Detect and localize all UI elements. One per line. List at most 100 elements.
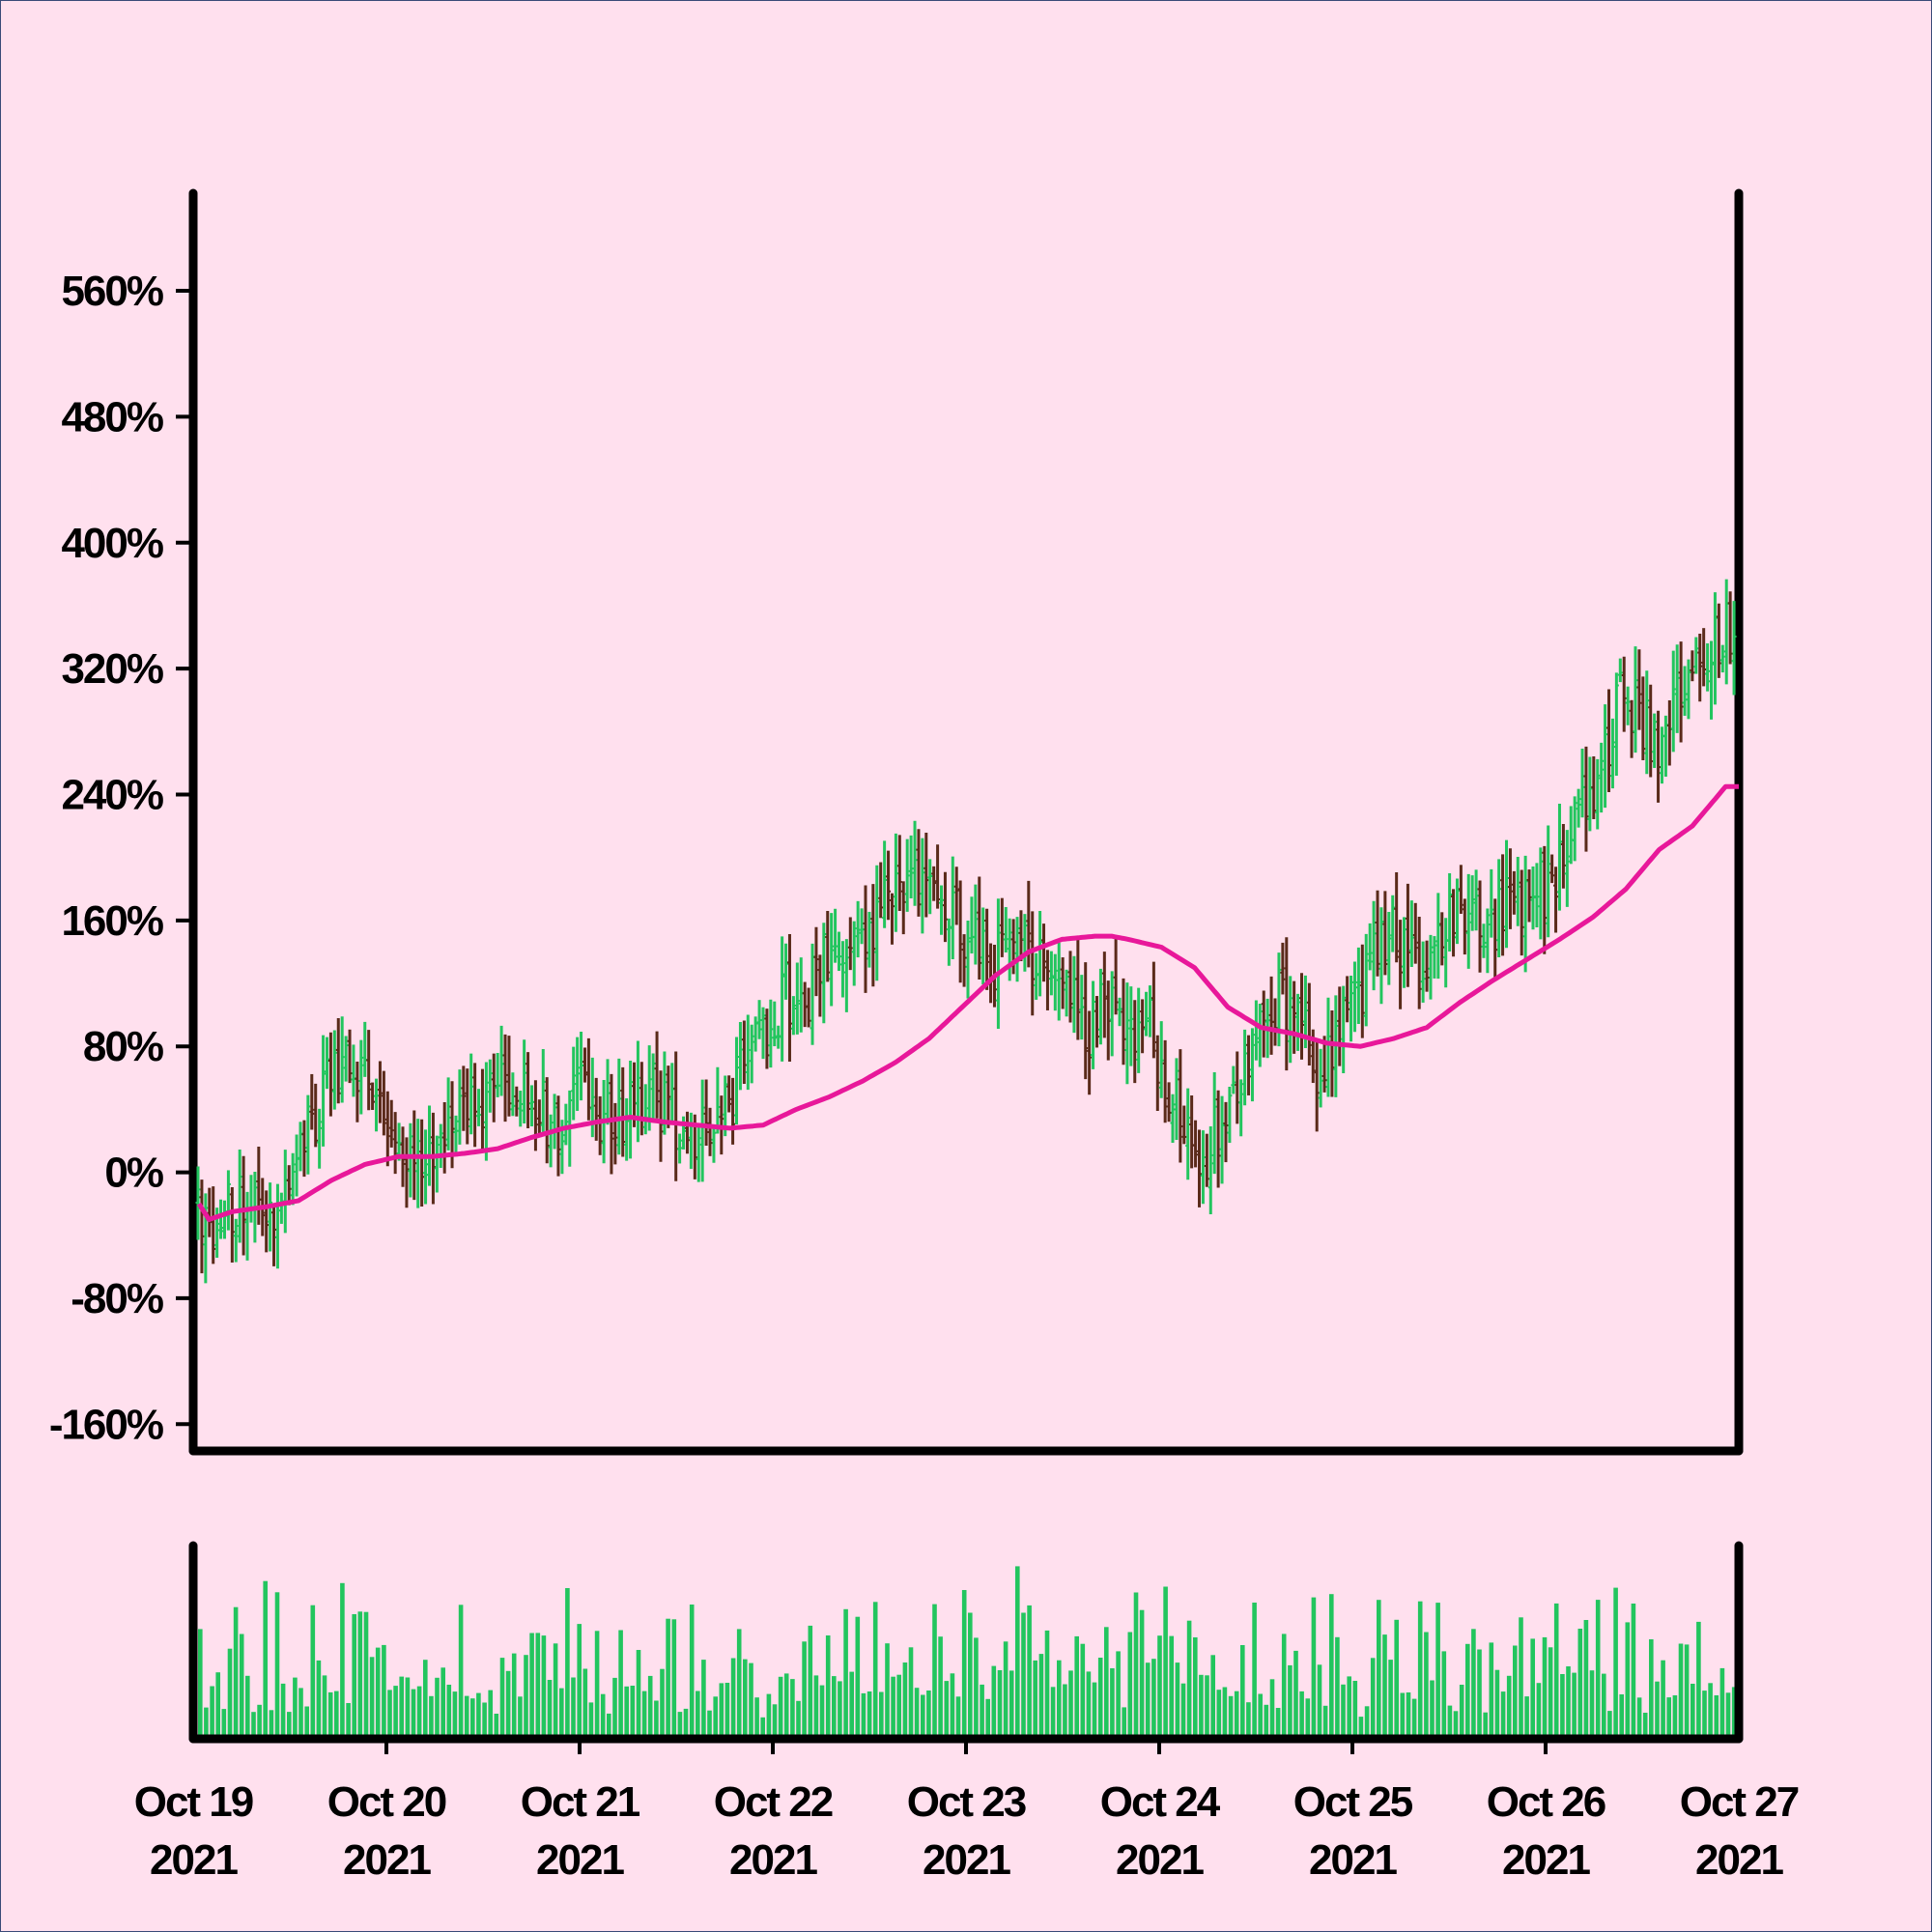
ohlc-bar <box>794 962 800 1035</box>
ohlc-bar <box>837 931 842 972</box>
ohlc-bar <box>1394 871 1400 963</box>
y-tick-label: 400% <box>61 520 162 567</box>
volume-bar <box>1110 1668 1115 1739</box>
ohlc-bar <box>510 1072 516 1117</box>
ohlc-bar <box>1515 856 1520 926</box>
ohlc-bar <box>1306 982 1312 1065</box>
ohlc-bar <box>1549 854 1555 884</box>
ohlc-bar <box>1496 859 1502 957</box>
volume-bar <box>1104 1627 1109 1739</box>
date-x-ticks: Oct 19 2021 Oct 20 2021 Oct 21 2021 Oct 22 2021… <box>134 1739 1801 1884</box>
volume-bar <box>1649 1639 1654 1739</box>
ohlc-bar <box>1435 893 1441 980</box>
ohlc-bar <box>620 1066 626 1157</box>
volume-bar <box>1572 1672 1577 1739</box>
volume-bar <box>416 1686 422 1739</box>
x-tick-label-date: Oct 23 <box>907 1778 1026 1826</box>
ohlc-bar <box>1121 978 1126 1065</box>
ohlc-bar <box>244 1191 250 1261</box>
volume-bar <box>1453 1711 1459 1739</box>
ohlc-bar <box>1321 1036 1327 1093</box>
ohlc-bar <box>1595 758 1601 830</box>
volume-bar <box>1589 1670 1595 1739</box>
volume-bar <box>618 1630 623 1739</box>
ohlc-bar <box>1211 1072 1217 1175</box>
volume-bar <box>221 1709 227 1739</box>
ohlc-bar <box>1454 878 1460 945</box>
volume-bar <box>446 1685 452 1739</box>
ohlc-bar <box>1083 962 1089 1080</box>
volume-bar <box>1382 1634 1387 1739</box>
ohlc-bar <box>286 1165 292 1206</box>
volume-bar <box>867 1691 872 1739</box>
ohlc-bar <box>445 1077 451 1151</box>
volume-bar <box>1175 1662 1180 1739</box>
ohlc-bar <box>347 1029 353 1084</box>
volume-bar <box>582 1668 588 1739</box>
ohlc-bar <box>1097 968 1103 1045</box>
ohlc-bar <box>1670 650 1676 753</box>
y-tick-label: 240% <box>61 771 162 818</box>
ohlc-bar <box>1052 953 1058 1011</box>
ohlc-bar <box>1325 997 1331 1097</box>
volume-bar <box>1151 1659 1156 1739</box>
ohlc-bar <box>1014 917 1020 982</box>
ohlc-bar <box>1200 1130 1206 1205</box>
volume-bar <box>1690 1684 1695 1739</box>
volume-bar <box>215 1672 220 1739</box>
ohlc-bar <box>313 1083 319 1148</box>
volume-bar <box>908 1647 914 1739</box>
ohlc-bar <box>1359 944 1365 1038</box>
ohlc-bar <box>1071 955 1077 1034</box>
ohlc-bar <box>1485 908 1491 974</box>
volume-bar <box>1180 1683 1186 1739</box>
ohlc-bar <box>1166 1082 1172 1122</box>
volume-bar <box>961 1590 967 1739</box>
ohlc-bar <box>760 1007 766 1060</box>
ohlc-bar <box>1189 1094 1195 1169</box>
volume-bar <box>322 1675 327 1739</box>
ohlc-bar <box>616 1058 622 1155</box>
volume-bar <box>1293 1650 1298 1739</box>
ohlc-bar <box>1178 1049 1183 1163</box>
ohlc-bar <box>1568 806 1574 865</box>
ohlc-bar <box>1064 969 1069 1017</box>
volume-bar <box>476 1692 481 1739</box>
ohlc-bar <box>904 838 910 912</box>
ohlc-bar <box>749 1024 754 1084</box>
x-tick-label-date: Oct 27 <box>1680 1778 1799 1826</box>
ohlc-bar <box>1375 890 1380 977</box>
ohlc-bar <box>522 1039 527 1124</box>
volume-bar <box>778 1676 783 1739</box>
volume-bar <box>1193 1637 1198 1739</box>
ohlc-bar <box>408 1122 413 1198</box>
volume-bar <box>1548 1647 1553 1739</box>
volume-bar <box>435 1677 440 1739</box>
ohlc-bar <box>1465 873 1471 969</box>
ohlc-bar <box>863 885 868 993</box>
ohlc-bar <box>1181 1105 1187 1145</box>
volume-bar <box>1269 1679 1275 1739</box>
ohlc-bar <box>780 936 785 1062</box>
volume-bar <box>565 1588 570 1739</box>
ohlc-bar <box>1007 918 1012 981</box>
volume-bar <box>630 1686 636 1739</box>
volume-bar <box>1139 1609 1145 1739</box>
ohlc-bar <box>650 1053 656 1121</box>
ohlc-bar <box>1424 940 1430 992</box>
ohlc-bar <box>1298 973 1304 1060</box>
ohlc-bar <box>609 1073 614 1175</box>
ohlc-bar <box>942 871 948 943</box>
volume-bar <box>985 1698 990 1739</box>
ohlc-bar <box>381 1070 386 1136</box>
x-tick-label-date: Oct 19 <box>134 1778 253 1826</box>
ohlc-bar <box>528 1085 534 1126</box>
volume-bar <box>452 1691 458 1739</box>
volume-bar <box>405 1677 411 1739</box>
ohlc-bar <box>324 1037 329 1090</box>
ohlc-bar <box>957 880 963 983</box>
volume-bar <box>227 1648 233 1739</box>
ohlc-bar <box>977 876 982 980</box>
ohlc-bar <box>384 1091 390 1167</box>
ohlc-bar <box>1170 1094 1176 1144</box>
